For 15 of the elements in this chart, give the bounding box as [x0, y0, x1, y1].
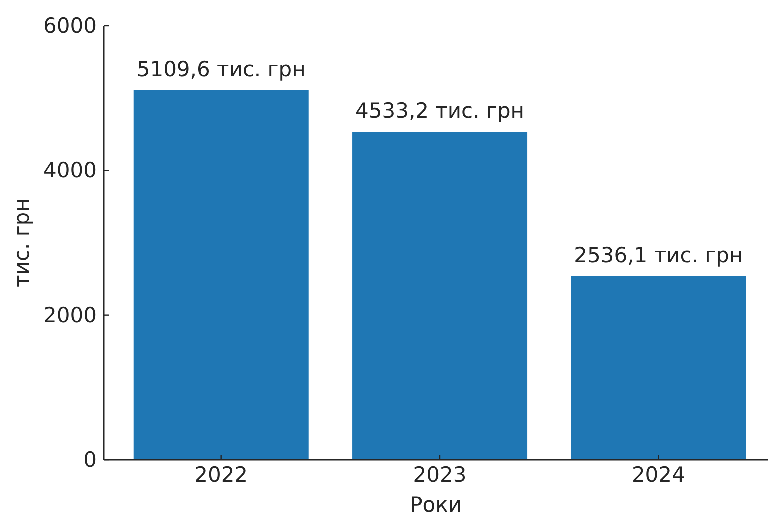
bar [134, 90, 309, 460]
x-tick-label: 2023 [413, 463, 467, 487]
x-axis-title: Роки [410, 493, 462, 515]
data-label: 2536,1 тис. грн [574, 244, 744, 268]
bar [352, 132, 528, 460]
y-axis-title: тис. грн [10, 198, 34, 288]
data-label: 5109,6 тис. грн [136, 57, 306, 82]
y-tick-label: 2000 [44, 303, 97, 328]
x-tick-label: 2022 [194, 463, 248, 487]
data-label: 4533,2 тис. грн [356, 99, 525, 124]
x-tick-label: 2024 [632, 463, 686, 487]
bar [571, 276, 746, 460]
y-tick-label: 6000 [44, 14, 97, 38]
y-tick-label: 0 [84, 448, 97, 472]
y-tick-label: 4000 [44, 158, 97, 183]
